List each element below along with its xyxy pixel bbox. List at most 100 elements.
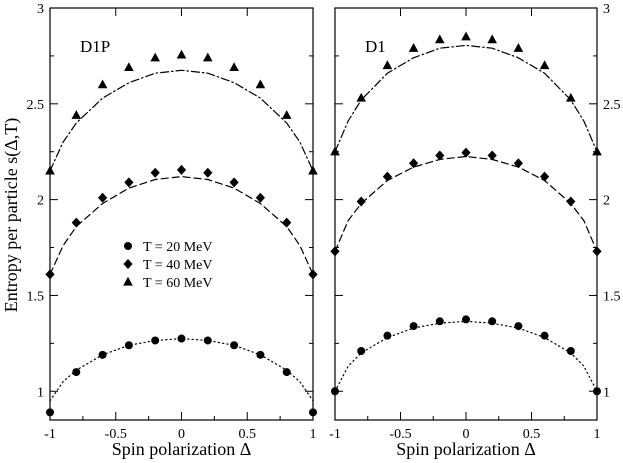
- data-point-circle: [203, 336, 212, 345]
- data-point-diamond: [282, 217, 292, 228]
- data-point-circle: [230, 341, 239, 350]
- data-point-diamond: [409, 158, 419, 169]
- data-point-circle: [331, 387, 339, 396]
- data-point-circle: [566, 347, 575, 356]
- y-tick-label: 2: [603, 194, 610, 209]
- data-point-circle: [357, 347, 366, 356]
- y-tick-label: 2: [37, 194, 44, 209]
- data-point-diamond: [124, 177, 134, 188]
- x-tick-label: 0: [463, 427, 470, 442]
- data-point-triangle: [539, 60, 550, 70]
- data-point-diamond: [382, 171, 392, 182]
- y-axis-title: Entropy per particle s(Δ,T): [1, 118, 22, 313]
- legend-label: T = 60 MeV: [143, 276, 212, 291]
- x-axis-title: Spin polarization Δ: [396, 439, 536, 459]
- data-point-triangle: [382, 60, 393, 70]
- data-point-diamond: [513, 158, 523, 169]
- data-point-circle: [593, 387, 601, 396]
- data-point-circle: [514, 322, 523, 331]
- legend-marker-circle: [124, 242, 132, 250]
- data-point-triangle: [435, 34, 445, 44]
- data-point-diamond: [435, 150, 445, 161]
- x-tick-label: -0.5: [389, 427, 411, 442]
- y-tick-label: 2.5: [603, 98, 621, 113]
- x-tick-label: 0.5: [523, 427, 541, 442]
- data-point-circle: [540, 331, 549, 340]
- x-tick-label: 1: [594, 427, 601, 442]
- data-point-triangle: [356, 92, 366, 102]
- panel-d1p: -1 -0.5 0 0.5 1 1 1.5 2 2.5 3 Spin polarization Δ D…: [27, 2, 318, 459]
- data-point-circle: [98, 350, 107, 359]
- y-tick-label: 1.5: [27, 289, 45, 304]
- data-point-circle: [435, 317, 444, 326]
- data-point-circle: [124, 341, 133, 350]
- data-point-triangle: [71, 110, 82, 119]
- shared-labels: Entropy per particle s(Δ,T): [1, 118, 22, 313]
- data-point-diamond: [487, 150, 497, 161]
- fit-curve-dash-dot: [49, 69, 314, 172]
- data-point-diamond: [71, 217, 81, 228]
- data-point-triangle: [229, 62, 239, 72]
- legend-marker-triangle: [123, 276, 133, 286]
- data-point-diamond: [356, 196, 366, 207]
- plot-frame: [334, 7, 598, 421]
- data-point-diamond: [540, 171, 550, 182]
- x-tick-label: 0.5: [239, 427, 257, 442]
- data-point-diamond: [229, 177, 239, 188]
- data-point-diamond: [203, 167, 213, 178]
- x-tick-label: -1: [44, 427, 56, 442]
- data-point-triangle: [566, 92, 576, 102]
- data-point-circle: [46, 408, 54, 417]
- panel-label: D1P: [80, 37, 110, 56]
- data-point-diamond: [45, 269, 55, 280]
- data-point-diamond: [308, 269, 318, 280]
- data-point-diamond: [150, 167, 160, 178]
- x-tick-label: -0.5: [105, 427, 127, 442]
- data-point-triangle: [592, 146, 602, 156]
- fit-curve-dotted: [49, 337, 314, 402]
- x-tick-label: 1: [310, 427, 317, 442]
- data-point-circle: [383, 331, 392, 340]
- data-point-diamond: [255, 192, 265, 203]
- panel-label: D1: [365, 37, 386, 56]
- data-point-circle: [177, 334, 186, 343]
- data-point-triangle: [408, 43, 419, 52]
- data-point-triangle: [281, 110, 292, 119]
- data-point-diamond: [330, 246, 340, 257]
- data-point-diamond: [98, 192, 108, 203]
- x-tick-label: 0: [178, 427, 185, 442]
- fit-curve-dash-dot: [334, 44, 598, 153]
- data-point-circle: [72, 368, 81, 377]
- x-tick-label: -1: [329, 427, 341, 442]
- data-point-triangle: [255, 79, 266, 89]
- data-point-diamond: [566, 196, 576, 207]
- x-axis-title: Spin polarization Δ: [112, 439, 252, 459]
- data-point-triangle: [176, 49, 187, 59]
- legend-label: T = 20 MeV: [143, 240, 212, 255]
- data-point-circle: [282, 368, 291, 377]
- data-point-diamond: [592, 246, 602, 257]
- data-point-circle: [409, 322, 418, 331]
- data-point-triangle: [150, 52, 160, 62]
- data-point-triangle: [487, 34, 497, 44]
- data-point-circle: [151, 336, 160, 345]
- y-tick-label: 1: [37, 385, 44, 400]
- data-point-triangle: [513, 43, 524, 52]
- data-point-diamond: [176, 164, 187, 175]
- y-tick-label: 3: [603, 2, 610, 17]
- data-point-circle: [256, 350, 265, 359]
- data-point-triangle: [203, 52, 213, 62]
- data-point-circle: [488, 317, 497, 326]
- data-point-triangle: [308, 165, 318, 175]
- data-point-triangle: [45, 165, 55, 175]
- panel-d1: -1 -0.5 0 0.5 1 1 1.5 2 2.5 3 Spin polarization Δ D…: [329, 2, 620, 459]
- y-tick-label: 3: [37, 2, 44, 17]
- legend-marker-diamond: [123, 259, 133, 269]
- y-tick-label: 1.5: [603, 289, 621, 304]
- y-tick-label: 2.5: [27, 98, 45, 113]
- data-point-triangle: [330, 146, 340, 156]
- data-point-circle: [462, 315, 470, 324]
- data-point-triangle: [124, 62, 134, 72]
- data-point-triangle: [97, 79, 108, 89]
